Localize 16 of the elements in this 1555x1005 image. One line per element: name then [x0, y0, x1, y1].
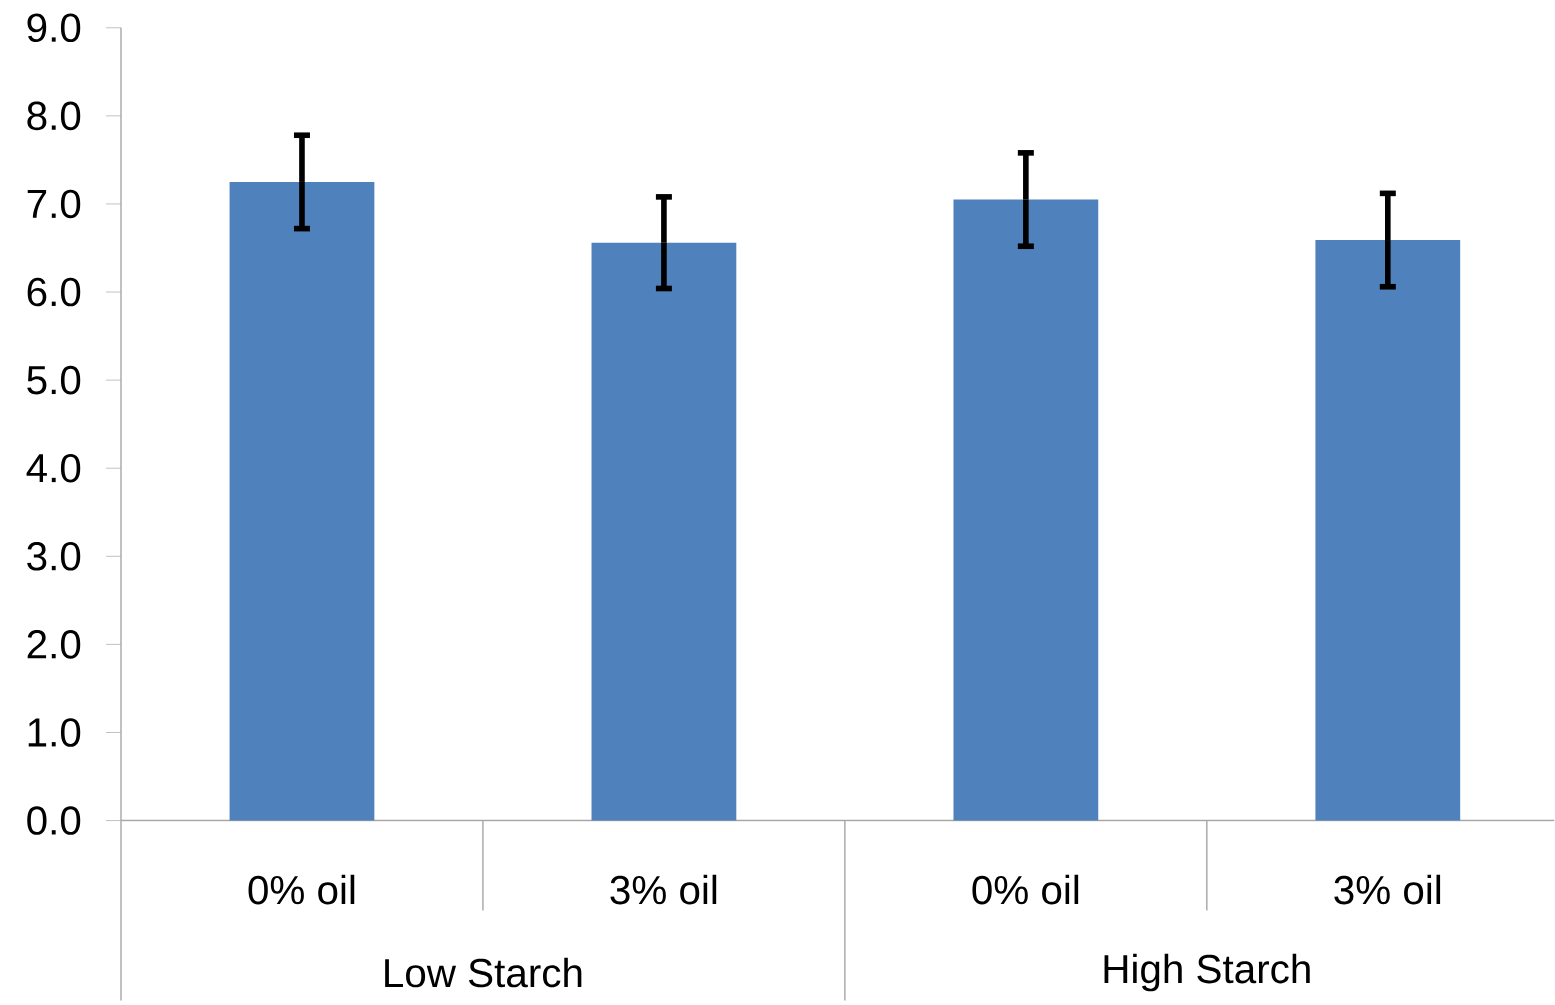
y-tick-label: 5.0	[27, 365, 81, 395]
y-tick-label: 8.0	[27, 101, 81, 131]
y-tick-label: 9.0	[27, 13, 81, 43]
x-tick-label: 3% oil	[610, 874, 717, 905]
y-tick-label: 2.0	[27, 630, 81, 659]
text: Low Starch	[385, 957, 582, 988]
y-tick-label: 1.0	[28, 718, 81, 747]
y-tick-label: 6.0	[27, 277, 81, 307]
x-tick-label: 3% oil	[1334, 874, 1441, 905]
x-tick-label: 0% oil	[972, 874, 1079, 905]
y-tick-label: 4.0	[26, 453, 81, 483]
text: High Starch	[1104, 953, 1310, 992]
y-tick-label: 7.0	[27, 189, 81, 219]
y-tick-label: 3.0	[27, 542, 81, 571]
x-tick-label: 0% oil	[248, 874, 355, 905]
y-tick-label: 0.0	[27, 806, 81, 835]
